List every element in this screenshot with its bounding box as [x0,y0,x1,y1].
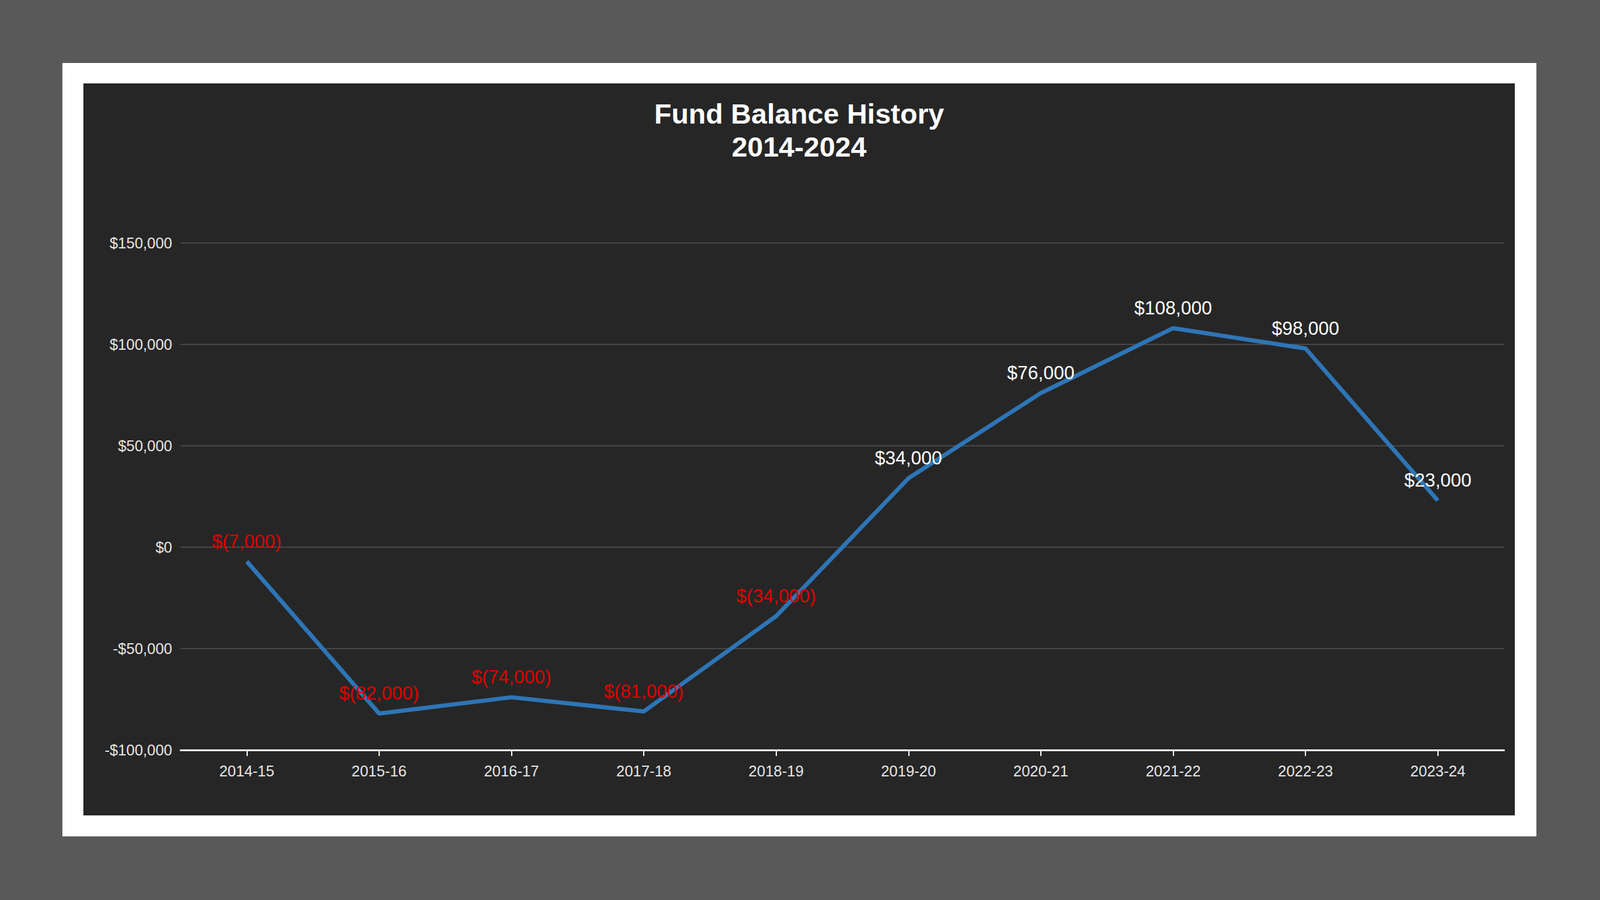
svg-text:2022-23: 2022-23 [1277,762,1334,780]
svg-text:$23,000: $23,000 [1404,469,1472,491]
svg-text:$(81,000): $(81,000) [604,680,684,702]
svg-text:2018-19: 2018-19 [748,762,804,780]
svg-text:$(7,000): $(7,000) [212,530,282,552]
svg-text:$34,000: $34,000 [874,447,942,469]
svg-text:2023-24: 2023-24 [1410,762,1466,780]
svg-text:2014-15: 2014-15 [218,762,275,780]
svg-text:2020-21: 2020-21 [1013,762,1069,780]
svg-text:$76,000: $76,000 [1007,362,1075,384]
svg-text:$50,000: $50,000 [118,437,173,455]
svg-text:-$50,000: -$50,000 [112,640,173,657]
svg-text:$98,000: $98,000 [1271,317,1340,339]
svg-text:$108,000: $108,000 [1134,297,1212,319]
svg-text:$0: $0 [155,538,173,556]
svg-text:2019-20: 2019-20 [880,762,936,780]
svg-text:2021-22: 2021-22 [1145,762,1202,780]
svg-text:$100,000: $100,000 [109,335,173,353]
svg-text:-$100,000: -$100,000 [104,741,173,759]
svg-text:2017-18: 2017-18 [616,762,672,780]
svg-text:2016-17: 2016-17 [484,762,540,780]
svg-text:Fund Balance History: Fund Balance History [653,97,944,130]
svg-text:2015-16: 2015-16 [351,762,407,780]
svg-text:$(82,000): $(82,000) [339,682,420,704]
svg-text:$(74,000): $(74,000) [471,666,552,688]
svg-text:$150,000: $150,000 [109,234,173,252]
svg-text:2014-2024: 2014-2024 [731,130,867,163]
svg-text:$(34,000): $(34,000) [736,585,816,607]
